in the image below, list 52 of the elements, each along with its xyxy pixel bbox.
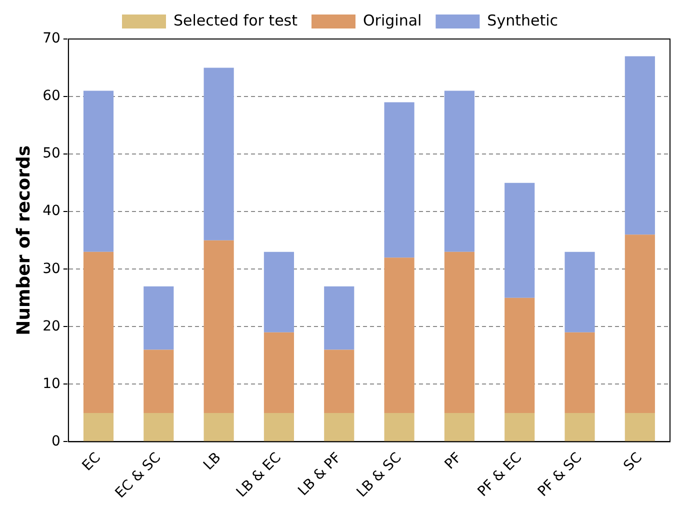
bar: [384, 258, 414, 413]
bar: [384, 102, 414, 258]
y-tick-label: 0: [51, 433, 60, 450]
y-tick-label: 40: [42, 203, 60, 220]
y-axis-title: Number of records: [13, 145, 34, 336]
legend-label: Original: [362, 11, 422, 30]
bar: [504, 182, 535, 298]
bar: [564, 252, 595, 332]
y-tick-label: 60: [42, 88, 60, 104]
bar: [324, 350, 354, 413]
bar: [144, 286, 174, 350]
x-tick-label: LB: [200, 450, 224, 474]
bar: [83, 252, 114, 413]
bar: [624, 56, 655, 235]
x-tick-label: LB & SC: [354, 450, 405, 501]
bar: [144, 350, 174, 413]
bar: [444, 252, 474, 413]
legend-label: Selected for test: [173, 11, 298, 30]
x-tick-label: PF: [442, 450, 465, 473]
y-tick-label: 10: [42, 376, 60, 392]
bar: [504, 298, 535, 413]
bar: [324, 412, 354, 442]
y-tick-label: 50: [42, 146, 60, 162]
bar: [444, 412, 474, 442]
bar: [83, 412, 114, 442]
y-tick-label: 70: [42, 30, 60, 47]
bar: [204, 240, 234, 413]
x-tick-label: SC: [620, 450, 646, 474]
bar: [264, 252, 294, 332]
legend-label: Synthetic: [487, 11, 558, 30]
x-tick-label: LB & PF: [295, 450, 345, 500]
bar: [624, 412, 655, 442]
x-tick-label: EC: [79, 450, 104, 474]
bar: [384, 412, 414, 442]
bar: [444, 90, 474, 252]
x-tick-label: PF & EC: [474, 450, 526, 500]
bar: [324, 286, 354, 350]
y-tick-label: 20: [42, 318, 60, 334]
bar: [264, 412, 294, 442]
bar: [564, 412, 595, 442]
bar: [204, 68, 234, 240]
bar: [504, 412, 535, 442]
bar: [264, 332, 294, 413]
x-tick-label: PF & SC: [534, 450, 586, 500]
bar: [624, 234, 655, 413]
bar: [204, 412, 234, 442]
bar: [564, 332, 595, 413]
x-tick-label: EC & SC: [112, 450, 164, 502]
bar: [144, 412, 174, 442]
x-tick-label: LB & EC: [234, 450, 285, 501]
bar: [83, 90, 114, 252]
y-tick-label: 30: [42, 260, 60, 277]
